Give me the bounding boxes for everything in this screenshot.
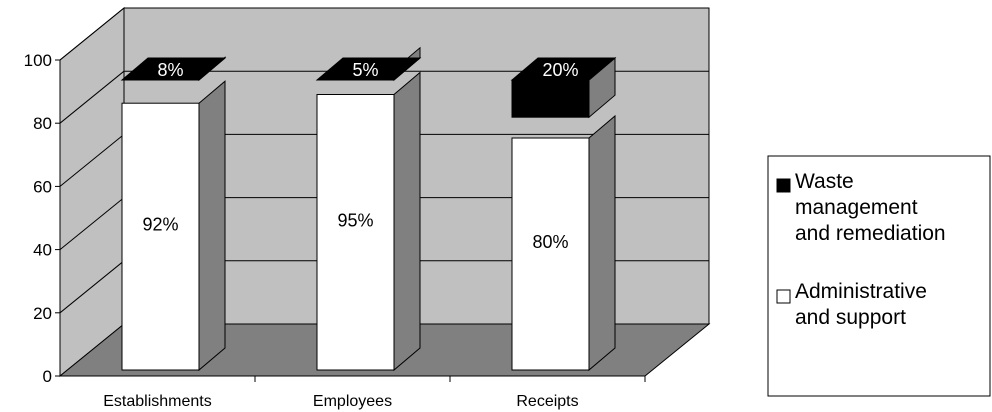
- y-tick-label: 40: [33, 241, 52, 260]
- legend-box: [767, 155, 991, 397]
- gridline-side: [59, 7, 125, 61]
- x-tick-label-employees: Employees: [313, 393, 392, 410]
- side-wall: [59, 6, 125, 378]
- bar-receipts-waste-management-and-remediation: [511, 79, 590, 118]
- data-label-receipts-administrative-and-support: 80%: [532, 232, 568, 252]
- y-tick-label: 20: [33, 304, 52, 323]
- legend-label-waste: Waste management and remediation: [795, 170, 946, 245]
- bar-establishments-administrative-and-support-side: [198, 80, 226, 372]
- bars: [120, 46, 617, 372]
- data-label-receipts-waste-management-and-remediation: 20%: [542, 60, 578, 80]
- legend-swatch-waste: [776, 178, 791, 193]
- bar-employees-administrative-and-support: [316, 94, 395, 371]
- bar-employees-waste-management-and-remediation-top: [315, 57, 422, 81]
- gridline-side: [59, 197, 125, 250]
- x-tick-label-establishments: Establishments: [103, 393, 212, 410]
- gridline-side: [59, 260, 125, 314]
- bar-receipts-administrative-and-support-side: [588, 114, 616, 372]
- data-label-employees-waste-management-and-remediation: 5%: [352, 60, 378, 80]
- bar-receipts-administrative-and-support: [511, 137, 590, 371]
- bar-establishments-waste-management-and-remediation-top: [120, 57, 227, 81]
- x-tick-label-receipts: Receipts: [516, 393, 578, 410]
- axes: 0 20 40 60 80 100 Establishments Employees Recei…: [24, 51, 646, 410]
- data-labels: 92% 8% 95% 5% 80% 20%: [142, 60, 578, 252]
- bar-employees-administrative-and-support-side: [393, 71, 421, 372]
- y-tick-label: 0: [43, 367, 52, 386]
- data-label-establishments-administrative-and-support: 92%: [142, 215, 178, 235]
- y-tick-label: 100: [24, 51, 52, 70]
- y-tick-label: 60: [33, 177, 52, 196]
- gridline-side: [59, 134, 125, 187]
- data-label-establishments-waste-management-and-remediation: 8%: [157, 60, 183, 80]
- legend: Waste management and remediation Adminis…: [767, 155, 991, 397]
- bar-establishments-administrative-and-support: [121, 102, 200, 371]
- legend-label-administrative: Administrative and support: [795, 280, 927, 329]
- bar-receipts-waste-management-and-remediation-top: [510, 57, 617, 81]
- data-label-employees-administrative-and-support: 95%: [337, 210, 373, 230]
- y-tick-label: 80: [33, 114, 52, 133]
- gridline-side: [59, 70, 125, 124]
- legend-swatch-administrative: [776, 289, 791, 304]
